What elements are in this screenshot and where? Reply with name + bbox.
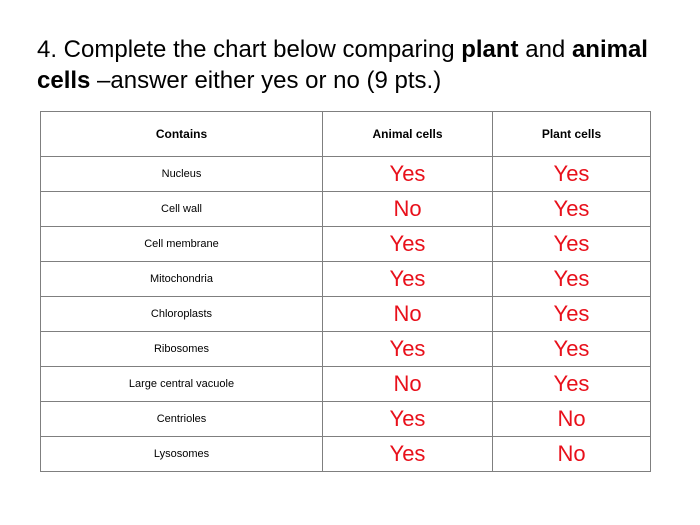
- feature-cell: Ribosomes: [40, 331, 323, 367]
- plant-answer-cell: No: [492, 401, 651, 437]
- plant-answer-cell: Yes: [492, 366, 651, 402]
- table-row: Nucleus Yes Yes: [40, 156, 651, 192]
- plant-answer-cell: Yes: [492, 296, 651, 332]
- plant-answer-cell: Yes: [492, 226, 651, 262]
- table-row: Chloroplasts No Yes: [40, 296, 651, 332]
- plant-answer-cell: Yes: [492, 191, 651, 227]
- animal-answer-cell: No: [322, 366, 493, 402]
- animal-answer-cell: Yes: [322, 261, 493, 297]
- question-bold-plant: plant: [461, 36, 519, 63]
- feature-cell: Lysosomes: [40, 436, 323, 472]
- comparison-table: Contains Animal cells Plant cells Nucleu…: [40, 111, 651, 472]
- feature-cell: Mitochondria: [40, 261, 323, 297]
- header-plant-cells: Plant cells: [492, 111, 651, 157]
- table-row: Centrioles Yes No: [40, 401, 651, 437]
- header-contains: Contains: [40, 111, 323, 157]
- feature-cell: Chloroplasts: [40, 296, 323, 332]
- question-bold-animal-cells: animal cells: [37, 36, 648, 94]
- table-row: Lysosomes Yes No: [40, 436, 651, 472]
- table-header-row: Contains Animal cells Plant cells: [40, 111, 651, 157]
- feature-cell: Cell membrane: [40, 226, 323, 262]
- feature-cell: Large central vacuole: [40, 366, 323, 402]
- feature-cell: Cell wall: [40, 191, 323, 227]
- plant-answer-cell: No: [492, 436, 651, 472]
- animal-answer-cell: Yes: [322, 226, 493, 262]
- feature-cell: Nucleus: [40, 156, 323, 192]
- header-animal-cells: Animal cells: [322, 111, 493, 157]
- question-part-1: 4. Complete the chart below comparing: [37, 36, 462, 63]
- table-row: Ribosomes Yes Yes: [40, 331, 651, 367]
- question-text: 4. Complete the chart below comparing pl…: [37, 34, 677, 96]
- animal-answer-cell: Yes: [322, 156, 493, 192]
- table-row: Mitochondria Yes Yes: [40, 261, 651, 297]
- animal-answer-cell: No: [322, 296, 493, 332]
- animal-answer-cell: Yes: [322, 331, 493, 367]
- plant-answer-cell: Yes: [492, 331, 651, 367]
- plant-answer-cell: Yes: [492, 261, 651, 297]
- animal-answer-cell: Yes: [322, 436, 493, 472]
- feature-cell: Centrioles: [40, 401, 323, 437]
- animal-answer-cell: No: [322, 191, 493, 227]
- table-row: Cell membrane Yes Yes: [40, 226, 651, 262]
- question-part-3: –answer either yes or no (9 pts.): [90, 67, 442, 94]
- plant-answer-cell: Yes: [492, 156, 651, 192]
- question-part-2: and: [518, 36, 572, 63]
- table-row: Cell wall No Yes: [40, 191, 651, 227]
- table-row: Large central vacuole No Yes: [40, 366, 651, 402]
- animal-answer-cell: Yes: [322, 401, 493, 437]
